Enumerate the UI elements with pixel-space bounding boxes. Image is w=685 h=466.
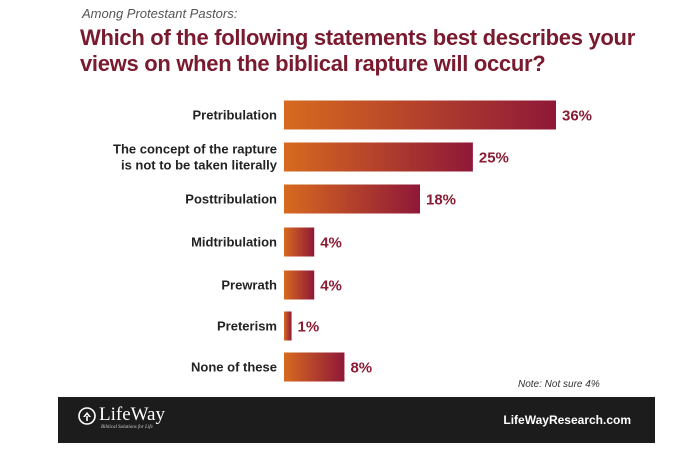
footnote: Note: Not sure 4%	[518, 379, 600, 390]
bar-1	[284, 142, 473, 172]
value-label-4: 4%	[320, 278, 342, 295]
category-label-1-line-0: The concept of the rapture	[113, 142, 277, 157]
footer-bar: LifeWay Biblical Solutions for Life Life…	[58, 397, 655, 443]
infographic-card: Among Protestant Pastors: Which of the f…	[58, 0, 655, 445]
bar-4	[284, 270, 315, 300]
category-label-0: Pretribulation	[192, 108, 277, 123]
value-label-1: 25%	[479, 150, 509, 167]
lifeway-logo-icon	[78, 407, 96, 425]
bar-0	[284, 100, 556, 130]
value-label-2: 18%	[426, 192, 456, 209]
chart-title: Which of the following statements best d…	[80, 25, 635, 76]
bar-6	[284, 352, 345, 382]
value-label-0: 36%	[562, 108, 592, 125]
logo-tagline: Biblical Solutions for Life	[101, 425, 153, 430]
lifeway-logo[interactable]: LifeWay Biblical Solutions for Life	[78, 405, 165, 435]
bar-chart: Pretribulation 36% The concept of the rapt…	[113, 100, 592, 382]
chart-subtitle: Among Protestant Pastors:	[82, 6, 238, 21]
category-label-4: Prewrath	[221, 278, 277, 293]
bar-5	[284, 311, 292, 341]
bar-3	[284, 227, 315, 257]
value-label-3: 4%	[320, 235, 342, 252]
website-link[interactable]: LifeWayResearch.com	[503, 413, 631, 427]
category-label-5: Preterism	[217, 319, 277, 334]
logo-name: LifeWay	[99, 404, 165, 425]
category-label-6: None of these	[191, 360, 277, 375]
bar-2	[284, 184, 420, 214]
value-label-6: 8%	[350, 360, 372, 377]
category-label-1-line-1: is not to be taken literally	[121, 158, 278, 173]
value-label-5: 1%	[298, 319, 320, 336]
category-label-2: Posttribulation	[185, 192, 277, 207]
category-label-3: Midtribulation	[191, 235, 277, 250]
bar-group: Pretribulation 36% The concept of the rapt…	[113, 100, 592, 382]
